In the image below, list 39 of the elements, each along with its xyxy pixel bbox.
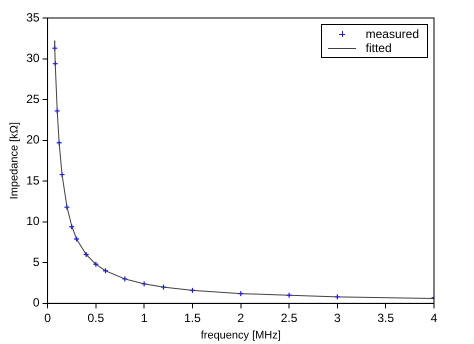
point bbox=[73, 236, 80, 242]
y-tick-label: 25 bbox=[26, 92, 40, 106]
y-tick-label: 30 bbox=[26, 51, 40, 66]
point bbox=[160, 284, 167, 290]
point bbox=[64, 204, 70, 210]
point bbox=[238, 290, 244, 297]
point bbox=[141, 280, 148, 287]
point bbox=[83, 251, 90, 258]
x-tick-label: 3 bbox=[334, 310, 342, 325]
point bbox=[92, 261, 99, 268]
x-tick-label: 3.5 bbox=[377, 310, 394, 325]
point bbox=[122, 276, 128, 282]
x-tick-label: 2 bbox=[237, 310, 244, 325]
point bbox=[52, 60, 58, 67]
x-tick-label: 0 bbox=[44, 310, 52, 325]
x-tick-label: 0.5 bbox=[88, 310, 105, 325]
legend-label: fitted bbox=[366, 41, 392, 55]
point bbox=[189, 287, 196, 294]
legend-label: measured bbox=[366, 27, 419, 41]
y-axis-title: Impedance [kΩ] bbox=[8, 122, 21, 200]
point bbox=[334, 294, 340, 300]
x-tick-label: 4 bbox=[430, 310, 438, 325]
point bbox=[286, 292, 292, 298]
y-tick-label: 20 bbox=[26, 132, 40, 147]
point bbox=[52, 45, 58, 52]
point bbox=[68, 224, 75, 230]
x-tick-label: 1 bbox=[140, 310, 148, 325]
point bbox=[58, 171, 66, 178]
point bbox=[102, 268, 109, 274]
y-tick-label: 15 bbox=[26, 173, 40, 188]
x-axis-title: frequency [MHz] bbox=[200, 329, 281, 342]
point bbox=[56, 140, 62, 146]
y-tick-label: 10 bbox=[26, 214, 40, 228]
x-tick-label: 1.5 bbox=[184, 310, 202, 325]
point bbox=[54, 108, 60, 114]
x-tick-label: 2.5 bbox=[280, 310, 298, 325]
y-tick-label: 0 bbox=[32, 296, 40, 310]
y-tick-label: 5 bbox=[32, 254, 40, 269]
y-tick-label: 35 bbox=[26, 10, 40, 24]
